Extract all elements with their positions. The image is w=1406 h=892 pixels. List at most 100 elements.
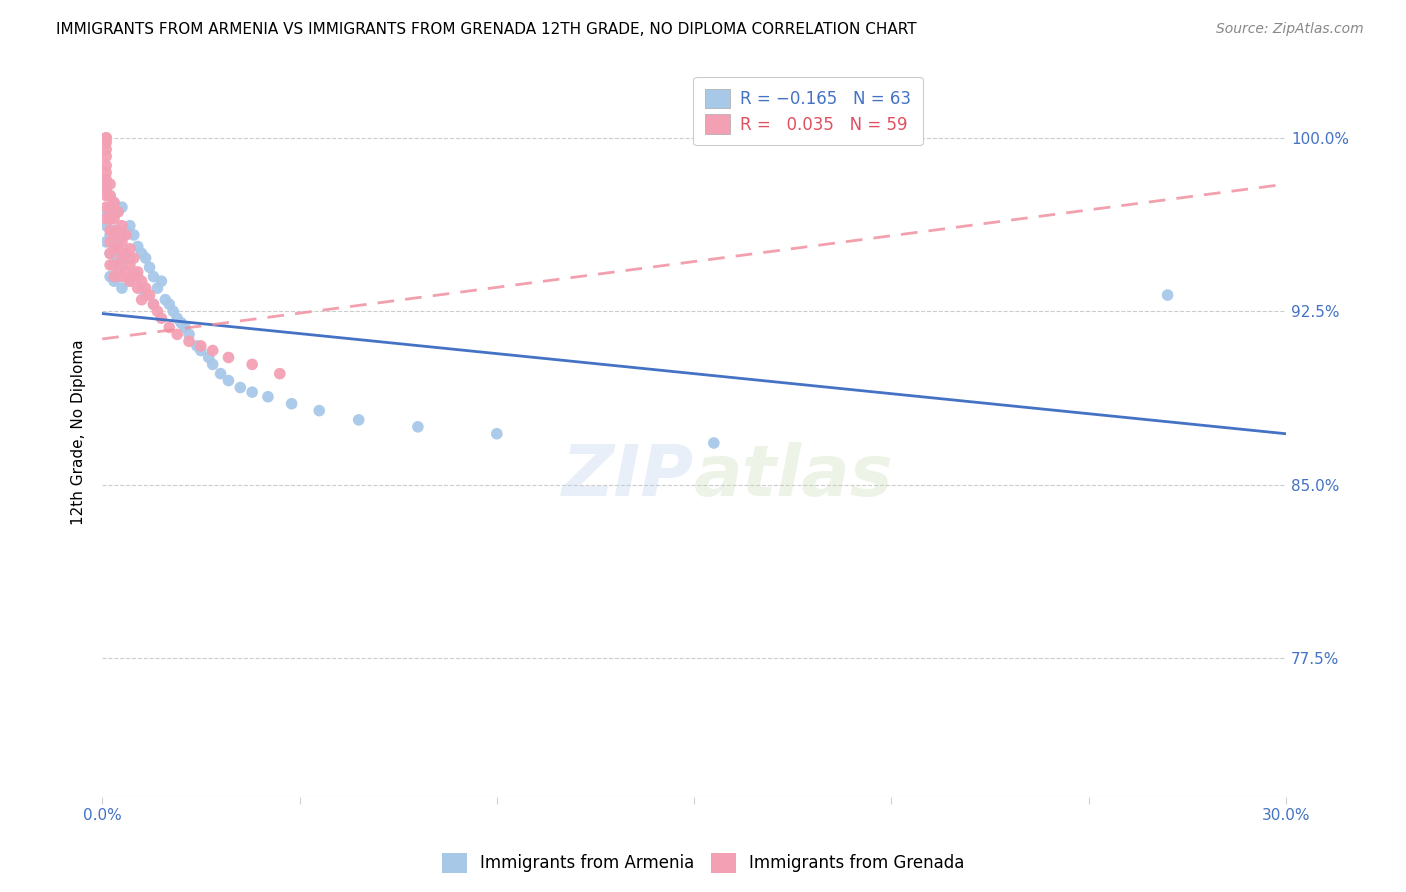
Point [96,177,118,191]
Point [257,390,280,404]
Point [131,274,153,288]
Point [218,351,240,365]
Point [201,343,224,358]
Point [229,380,252,394]
Point [177,327,200,342]
Point [177,334,200,349]
Point [103,269,125,284]
Point [98,188,121,202]
Point [103,258,125,272]
Text: ZIP: ZIP [562,442,695,511]
Point [103,242,125,256]
Point [138,288,160,302]
Point [150,311,173,326]
Point [103,227,125,242]
Point [406,419,429,434]
Point [142,269,165,284]
Point [157,297,180,311]
Point [131,246,153,260]
Point [98,269,121,284]
Point [131,281,153,295]
Point [96,219,118,233]
Point [96,211,118,226]
Point [107,260,129,275]
Point [111,227,134,242]
Point [118,274,141,288]
Point [162,304,184,318]
Point [218,374,240,388]
Point [103,274,125,288]
Legend: R = −0.165   N = 63, R =   0.035   N = 59: R = −0.165 N = 63, R = 0.035 N = 59 [693,77,922,145]
Point [98,223,121,237]
Text: IMMIGRANTS FROM ARMENIA VS IMMIGRANTS FROM GRENADA 12TH GRADE, NO DIPLOMA CORREL: IMMIGRANTS FROM ARMENIA VS IMMIGRANTS FR… [56,22,917,37]
Point [96,131,118,145]
Point [122,265,145,279]
Point [115,223,138,237]
Point [98,211,121,226]
Legend: Immigrants from Armenia, Immigrants from Grenada: Immigrants from Armenia, Immigrants from… [434,847,972,880]
Point [131,293,153,307]
Point [146,304,169,318]
Point [96,172,118,186]
Point [127,239,149,253]
Point [96,165,118,179]
Point [96,188,118,202]
Point [107,251,129,265]
Point [166,311,188,326]
Point [98,235,121,249]
Text: atlas: atlas [695,442,894,511]
Point [107,269,129,284]
Point [142,297,165,311]
Point [103,195,125,210]
Point [96,143,118,157]
Point [96,136,118,150]
Point [115,227,138,242]
Point [485,426,508,441]
Point [111,258,134,272]
Point [107,235,129,249]
Point [98,188,121,202]
Point [103,223,125,237]
Point [157,320,180,334]
Point [98,177,121,191]
Point [135,251,157,265]
Point [118,219,141,233]
Point [347,413,370,427]
Point [269,367,291,381]
Point [115,246,138,260]
Point [186,339,208,353]
Point [111,251,134,265]
Point [98,258,121,272]
Point [96,182,118,196]
Point [111,281,134,295]
Point [240,358,263,372]
Point [201,358,224,372]
Point [98,246,121,260]
Point [170,316,193,330]
Y-axis label: 12th Grade, No Diploma: 12th Grade, No Diploma [72,340,86,525]
Point [96,131,118,145]
Point [135,281,157,295]
Point [127,281,149,295]
Point [96,149,118,163]
Point [118,274,141,288]
Point [111,219,134,233]
Point [103,211,125,226]
Point [703,436,725,450]
Point [98,200,121,214]
Text: Source: ZipAtlas.com: Source: ZipAtlas.com [1216,22,1364,37]
Point [96,200,118,214]
Point [122,269,145,284]
Point [135,288,157,302]
Point [103,195,125,210]
Point [209,367,232,381]
Point [118,242,141,256]
Point [280,397,302,411]
Point [107,204,129,219]
Point [111,200,134,214]
Point [122,227,145,242]
Point [96,204,118,219]
Point [115,246,138,260]
Point [118,251,141,265]
Point [1156,288,1178,302]
